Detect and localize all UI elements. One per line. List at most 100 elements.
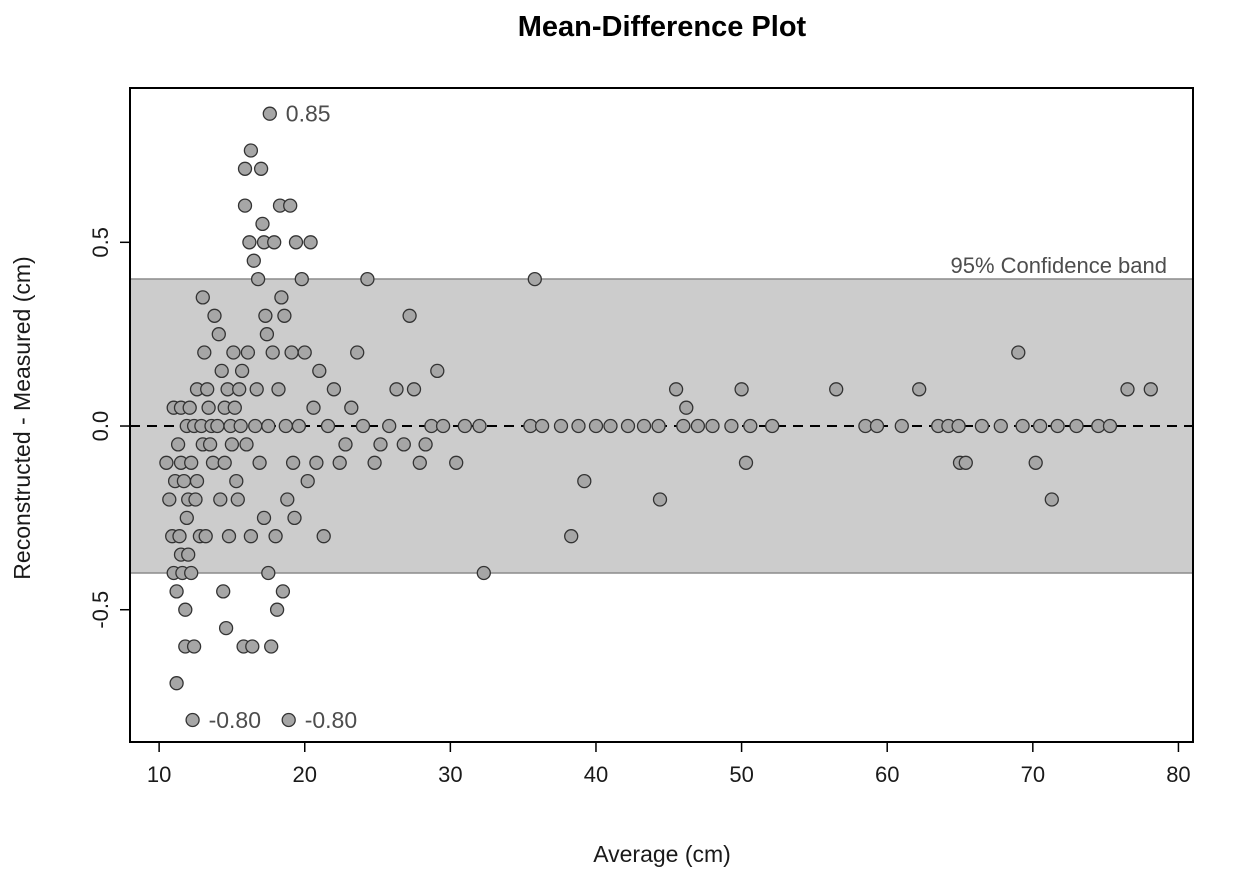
data-point bbox=[261, 418, 276, 434]
data-point bbox=[1011, 345, 1026, 360]
x-axis: 10 20 30 40 50 60 70 80 bbox=[147, 741, 1191, 787]
data-point bbox=[449, 455, 464, 470]
data-point bbox=[402, 308, 417, 323]
data-point bbox=[457, 418, 473, 434]
data-point bbox=[1102, 418, 1118, 434]
chart-title: Mean-Difference Plot bbox=[518, 11, 807, 43]
data-point bbox=[281, 712, 296, 728]
y-tick-label: 0.5 bbox=[88, 227, 113, 258]
data-point bbox=[186, 639, 202, 654]
data-point bbox=[1028, 455, 1043, 470]
data-point bbox=[217, 455, 232, 470]
data-point bbox=[232, 382, 247, 397]
data-point bbox=[993, 418, 1008, 434]
data-point bbox=[178, 602, 193, 617]
data-point bbox=[230, 492, 245, 507]
data-point bbox=[271, 382, 286, 397]
data-point bbox=[274, 290, 289, 305]
y-tick-label: 0.0 bbox=[88, 411, 113, 442]
data-point bbox=[184, 455, 199, 470]
data-point bbox=[306, 400, 321, 415]
data-point bbox=[412, 455, 427, 470]
data-point bbox=[829, 382, 844, 397]
data-point bbox=[207, 308, 222, 323]
data-point bbox=[248, 418, 263, 434]
data-point bbox=[724, 418, 739, 434]
point-annotations: 0.85 -0.80 -0.80 bbox=[209, 101, 358, 733]
data-point bbox=[269, 602, 285, 617]
data-point bbox=[344, 400, 359, 415]
data-point bbox=[262, 106, 277, 121]
data-point bbox=[338, 437, 353, 452]
data-point bbox=[280, 492, 295, 507]
data-point bbox=[350, 345, 365, 360]
data-point bbox=[1044, 492, 1059, 507]
data-point bbox=[239, 437, 254, 452]
data-point bbox=[690, 418, 706, 434]
data-point bbox=[201, 400, 216, 415]
confidence-band-label: 95% Confidence band bbox=[951, 253, 1168, 278]
data-point bbox=[202, 437, 218, 452]
data-point bbox=[229, 473, 244, 489]
data-point bbox=[651, 418, 666, 434]
x-tick-label: 40 bbox=[584, 762, 608, 787]
data-point bbox=[198, 529, 213, 544]
data-point bbox=[181, 547, 196, 562]
data-point bbox=[200, 382, 215, 397]
data-point bbox=[195, 290, 210, 305]
y-axis: -0.5 0.0 0.5 bbox=[88, 227, 131, 629]
data-point bbox=[1143, 382, 1158, 397]
data-point bbox=[312, 363, 327, 379]
data-point bbox=[297, 345, 312, 360]
data-point bbox=[237, 161, 253, 176]
data-point bbox=[367, 455, 382, 470]
data-point bbox=[255, 216, 270, 232]
data-point bbox=[320, 418, 336, 434]
data-point bbox=[430, 363, 445, 379]
data-point bbox=[216, 584, 231, 599]
data-point bbox=[668, 382, 684, 397]
data-point bbox=[373, 437, 388, 452]
data-point bbox=[258, 308, 273, 323]
data-point bbox=[249, 382, 264, 397]
data-point bbox=[974, 418, 990, 434]
data-point bbox=[620, 418, 636, 434]
data-point bbox=[264, 639, 279, 654]
data-point bbox=[256, 510, 272, 526]
data-point bbox=[185, 712, 200, 728]
data-point bbox=[418, 437, 433, 452]
data-point bbox=[294, 271, 309, 287]
data-point bbox=[382, 418, 397, 434]
x-tick-label: 50 bbox=[729, 762, 753, 787]
confidence-band-group: 95% Confidence band bbox=[130, 253, 1193, 574]
data-point bbox=[652, 492, 668, 507]
data-point bbox=[894, 418, 909, 434]
data-point bbox=[275, 584, 291, 599]
data-point bbox=[259, 327, 275, 342]
data-point bbox=[1015, 418, 1030, 434]
point-annotation: 0.85 bbox=[286, 101, 331, 127]
data-point bbox=[1032, 418, 1048, 434]
data-point bbox=[951, 418, 966, 434]
data-point bbox=[676, 418, 691, 434]
data-point bbox=[958, 455, 973, 470]
data-point bbox=[738, 455, 754, 470]
data-point bbox=[309, 455, 324, 470]
data-point bbox=[169, 676, 184, 691]
data-point bbox=[189, 473, 205, 489]
data-point bbox=[277, 308, 292, 323]
data-point bbox=[291, 418, 307, 434]
data-point bbox=[332, 455, 347, 470]
data-point bbox=[246, 253, 261, 268]
data-point bbox=[170, 437, 186, 452]
data-point bbox=[636, 418, 652, 434]
data-point bbox=[564, 529, 579, 544]
data-point bbox=[527, 271, 542, 287]
data-point bbox=[188, 492, 203, 507]
data-point bbox=[218, 620, 234, 636]
data-point bbox=[261, 565, 276, 581]
data-point bbox=[234, 363, 250, 379]
data-point bbox=[571, 418, 586, 434]
x-tick-label: 60 bbox=[875, 762, 899, 787]
